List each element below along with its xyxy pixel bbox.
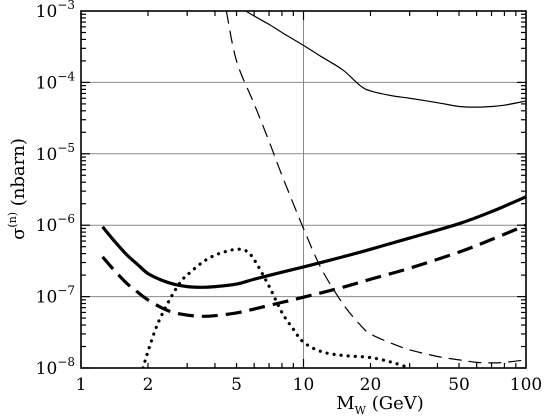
x-axis-title: MW (GeV) bbox=[336, 393, 424, 417]
series-thin-dashed-line bbox=[225, 11, 526, 364]
x-tick-label: 20 bbox=[360, 375, 382, 395]
y-tick-label: 10−5 bbox=[36, 141, 75, 165]
series-thick-dashed-line bbox=[101, 223, 526, 318]
y-axis-title: σ(n) (nbarn) bbox=[6, 138, 29, 240]
x-tick-label: 50 bbox=[448, 375, 470, 395]
y-tick-label: 10−6 bbox=[36, 212, 75, 236]
x-tick-label: 5 bbox=[231, 375, 242, 395]
series-thick-solid-line bbox=[101, 195, 526, 289]
series-thin-solid-line bbox=[245, 11, 526, 108]
x-tick-label: 1 bbox=[76, 375, 87, 395]
ticks: 10−8 10−7 10−6 10−5 10−4 10−3 1 2 5 10 20 50 100 bbox=[36, 0, 543, 395]
y-tick-label: 10−7 bbox=[36, 284, 75, 308]
y-tick-label: 10−4 bbox=[36, 69, 76, 93]
y-tick-label: 10−3 bbox=[36, 0, 75, 22]
series-layer bbox=[101, 11, 526, 368]
x-tick-label: 10 bbox=[293, 375, 315, 395]
x-tick-label: 100 bbox=[510, 375, 542, 395]
grid bbox=[81, 11, 526, 368]
x-tick-label: 2 bbox=[143, 375, 154, 395]
y-tick-label: 10−8 bbox=[36, 355, 75, 379]
series-dotted-line bbox=[141, 247, 412, 368]
